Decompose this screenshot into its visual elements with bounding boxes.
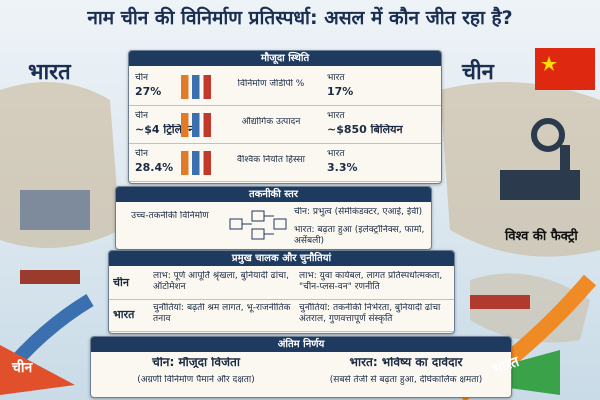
metric: विनिर्माण जीडीपी % (237, 79, 305, 89)
india-value: 17% (327, 86, 354, 97)
china-name: चीन (135, 111, 149, 121)
tech-panel: तकनीकी स्तर उच्च-तकनीकी विनिर्माण चीन: प… (115, 186, 432, 250)
row-divider (109, 331, 454, 332)
row-divider (129, 181, 441, 182)
verdict-india-note: (सबसे तेजी से बढ़ता हुआ, दीर्घकालिक क्षम… (329, 375, 483, 385)
driver-left: लाभ: पूर्ण आपूर्ति श्रृंखला, बुनियादी ढा… (153, 271, 289, 292)
flow-icon (229, 210, 287, 240)
status-panel: मौजूदा स्थिति चीन 27% विनिर्माण जीडीपी % भा… (128, 50, 442, 184)
tech-china: चीन: प्रभुत्व (सेमीकंडक्टर, एआई, ईवी) (294, 207, 423, 217)
row-divider (129, 143, 441, 144)
china-name: चीन (135, 73, 149, 83)
tech-india: भारत: बढ़ता हुआ (इलेक्ट्रॉनिक्स, फार्मा,… (294, 225, 425, 246)
world-factory: विश्व की फैक्ट्री (505, 229, 578, 244)
china-value: 27% (135, 86, 162, 97)
title: नाम चीन की विनिर्माण प्रतिस्पर्धा: असल म… (87, 7, 513, 29)
metric: औद्योगिक उत्पादन (241, 117, 301, 127)
china-value: 28.4% (135, 162, 174, 173)
country: भारत (113, 309, 135, 320)
row-divider (129, 105, 441, 106)
india-name: भारत (327, 73, 345, 83)
driver-right: चुनौतियां: तकनीकी निर्भरता, बुनियादी ढां… (299, 303, 441, 324)
panel-title: तकनीकी स्तर (116, 187, 431, 202)
china-label: चीन (462, 60, 494, 85)
metric: वैश्विक निर्यात हिस्सा (237, 155, 305, 165)
india-value: ~$850 बिलियन (327, 124, 403, 135)
panel-title: अंतिम निर्णय (91, 337, 511, 352)
india-name: भारत (327, 149, 345, 159)
india-value: 3.3% (327, 162, 358, 173)
verdict-china: चीन: मौजूदा विजेता (152, 357, 240, 368)
driver-left: चुनौतियां: बढ़ती श्रम लागत, भू-राजनीतिक … (153, 303, 291, 324)
india-name: भारत (327, 111, 345, 121)
verdict-india: भारत: भविष्य का दावेदार (349, 357, 463, 368)
bar-icon (181, 151, 211, 175)
verdict-panel: अंतिम निर्णय चीन: मौजूदा विजेता (अग्रणी … (90, 336, 512, 398)
china-name: चीन (135, 149, 149, 159)
arrow-china: चीन (12, 360, 33, 376)
driver-right: लाभ: युवा कार्यबल, लागत प्रतिस्पर्धात्मक… (299, 271, 443, 292)
india-label: भारत (28, 60, 71, 85)
panel-title: प्रमुख चालक और चुनौतियां (109, 251, 454, 266)
tech-metric: उच्च-तकनीकी विनिर्माण (131, 211, 209, 221)
panel-title: मौजूदा स्थिति (129, 51, 441, 66)
country: चीन (113, 277, 129, 288)
bar-icon (181, 113, 211, 137)
bar-icon (181, 75, 211, 99)
row-divider (109, 299, 454, 300)
verdict-china-note: (अग्रणी विनिर्माण पैमाने और दक्षता) (137, 375, 255, 385)
drivers-panel: प्रमुख चालक और चुनौतियां चीन लाभ: पूर्ण आ… (108, 250, 455, 334)
china-value: ~$4 ट्रिलियन (135, 124, 195, 135)
